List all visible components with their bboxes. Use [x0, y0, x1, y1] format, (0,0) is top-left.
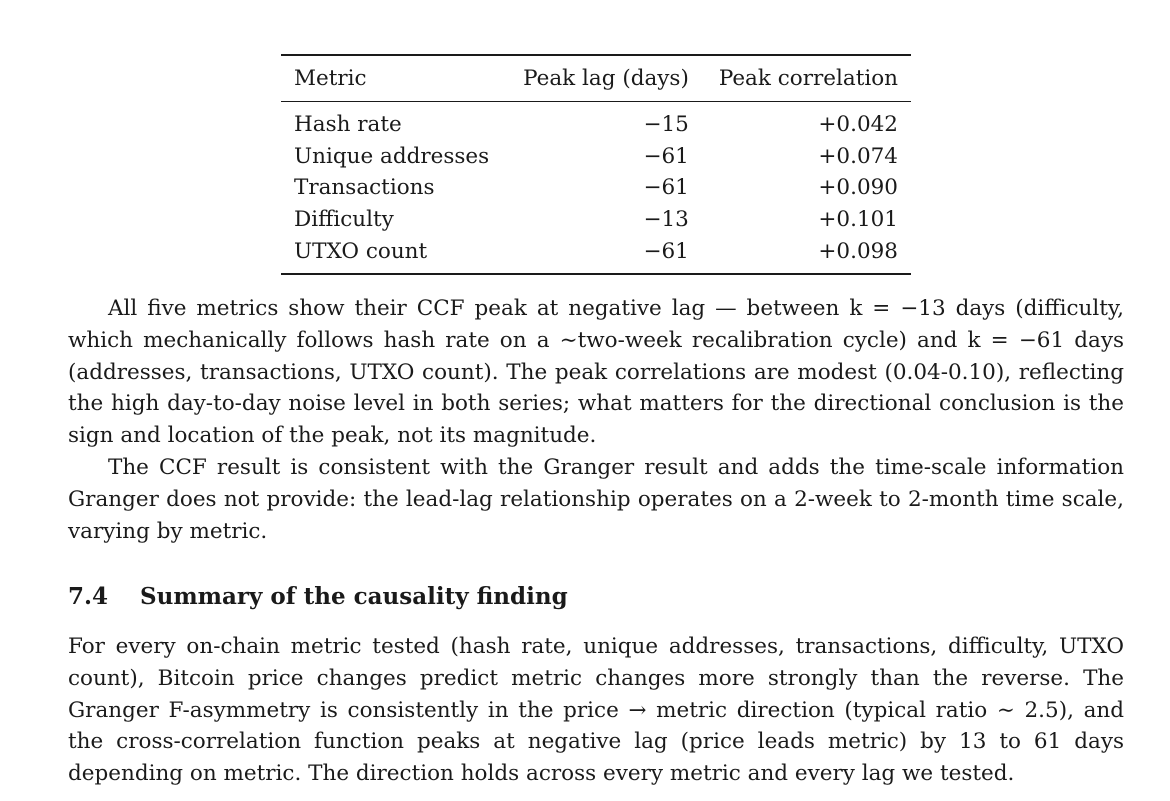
- header-peak-lag: Peak lag (days): [523, 66, 689, 91]
- ccf-peak-table: Metric Peak lag (days) Peak correlation …: [281, 54, 911, 275]
- ccf-consistency-paragraph-block: The CCF result is consistent with the Gr…: [68, 452, 1124, 547]
- section-heading: 7.4 Summary of the causality finding: [68, 580, 1124, 614]
- header-peak-correlation: Peak correlation: [718, 66, 898, 91]
- body-paragraph: All five metrics show their CCF peak at …: [68, 296, 1124, 449]
- table-row: UTXO count −61 +0.098: [281, 236, 911, 274]
- summary-paragraph-block: For every on-chain metric tested (hash r…: [68, 631, 1124, 790]
- cell-metric: Unique addresses: [294, 143, 490, 169]
- cell-metric: Transactions: [294, 175, 435, 201]
- table-row: Difficulty −13 +0.101: [281, 204, 911, 236]
- table-row: Unique addresses −61 +0.074: [281, 141, 911, 173]
- section-number: 7.4: [68, 583, 109, 610]
- cell-peak-correlation: +0.074: [818, 143, 898, 169]
- cell-peak-lag: −13: [643, 207, 689, 233]
- cell-metric: Difficulty: [294, 207, 394, 233]
- cell-metric: UTXO count: [294, 238, 428, 264]
- body-paragraph: For every on-chain metric tested (hash r…: [68, 634, 1124, 787]
- ccf-lag-paragraph-block: All five metrics show their CCF peak at …: [68, 293, 1124, 452]
- cell-peak-lag: −61: [643, 143, 689, 169]
- cell-peak-lag: −61: [643, 238, 689, 264]
- cell-metric: Hash rate: [294, 111, 402, 137]
- table-row: Transactions −61 +0.090: [281, 172, 911, 204]
- table-header-row: Metric Peak lag (days) Peak correlation: [281, 55, 911, 102]
- cell-peak-correlation: +0.090: [818, 175, 898, 201]
- header-metric: Metric: [294, 66, 367, 91]
- table-row: Hash rate −15 +0.042: [281, 101, 911, 140]
- cell-peak-correlation: +0.042: [818, 111, 898, 137]
- cell-peak-lag: −15: [643, 111, 689, 137]
- cell-peak-correlation: +0.098: [818, 238, 898, 264]
- cell-peak-lag: −61: [643, 175, 689, 201]
- section-title: Summary of the causality finding: [140, 583, 568, 610]
- body-paragraph: The CCF result is consistent with the Gr…: [68, 455, 1124, 544]
- cell-peak-correlation: +0.101: [818, 207, 898, 233]
